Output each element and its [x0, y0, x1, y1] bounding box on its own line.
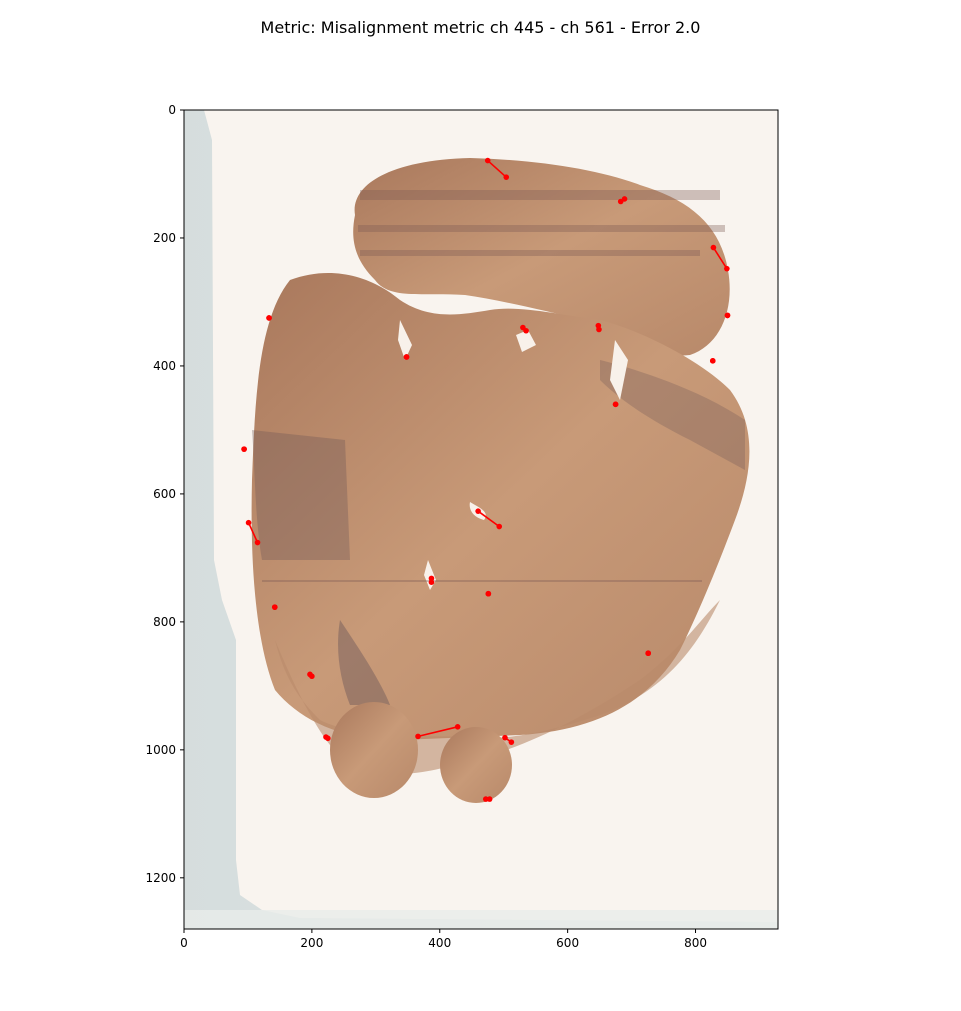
tissue-image	[184, 110, 778, 929]
x-tick-label: 0	[180, 936, 188, 950]
misalignment-pair	[645, 650, 652, 657]
ventricle-3	[610, 340, 628, 400]
misalignment-pair	[415, 724, 461, 740]
misalignment-point-start	[482, 796, 489, 802]
misalignment-point-end	[271, 604, 278, 610]
misalignment-point-end	[428, 579, 435, 586]
misalignment-segment	[487, 159, 507, 178]
olfactory-bulb-right	[440, 727, 512, 803]
y-tick-label: 200	[153, 231, 176, 245]
misalignment-pair	[484, 157, 510, 180]
misalignment-point-start	[502, 734, 508, 741]
y-tick-label: 600	[153, 487, 176, 501]
misalignment-point-end	[621, 196, 628, 202]
brain-hemispheres	[251, 272, 750, 740]
misalignment-pair	[710, 244, 730, 272]
dark-region-left	[252, 430, 350, 560]
misalignment-pair	[520, 324, 529, 334]
misalignment-pair	[502, 734, 515, 745]
misalignment-point-start	[245, 519, 252, 526]
misalignment-point-end	[645, 650, 652, 657]
misalignment-point-end	[709, 358, 716, 364]
misalignment-pair	[245, 519, 261, 546]
misalignment-pair	[617, 196, 628, 205]
dark-region-right	[600, 360, 745, 470]
misalignment-segment	[712, 247, 728, 270]
x-tick-label: 800	[684, 936, 707, 950]
misalignment-point-start	[428, 575, 435, 582]
axes-frame	[183, 109, 779, 930]
misalignment-point-end	[454, 724, 461, 730]
misalignment-point-end	[724, 312, 731, 319]
misalignment-pair	[709, 358, 716, 364]
misalignment-point-end	[325, 735, 331, 742]
cerebellum	[353, 158, 730, 356]
misalignment-segment	[477, 510, 500, 528]
slide-bottom-strip	[184, 910, 778, 929]
y-tick-label: 1000	[145, 743, 176, 757]
misalignment-point-end	[254, 539, 261, 546]
misalignment-pair	[724, 312, 731, 319]
misalignment-pair	[475, 508, 503, 530]
ventricle-2	[516, 330, 536, 352]
misalignment-pair	[403, 354, 410, 360]
y-tick-label: 0	[168, 103, 176, 117]
misalignment-point-end	[724, 265, 730, 272]
cerebellum-bands	[358, 190, 725, 256]
misalignment-point-start	[415, 733, 421, 740]
misalignment-pair	[595, 322, 602, 333]
misalignment-pair	[482, 796, 493, 802]
y-axis: 0 200 400 600 800 1000 1200	[145, 103, 184, 885]
misalignment-pair	[266, 315, 272, 321]
misalignment-pair	[271, 604, 278, 610]
misalignment-point-end	[485, 590, 492, 597]
y-tick-label: 400	[153, 359, 176, 373]
misalignment-pair	[241, 446, 247, 452]
dark-speckle-region	[338, 620, 390, 705]
misalignment-pair	[485, 590, 492, 597]
misalignment-markers	[241, 157, 731, 802]
misalignment-point-end	[596, 326, 602, 333]
misalignment-point-start	[484, 157, 491, 164]
misalignment-point-end	[523, 327, 529, 334]
misalignment-point-end	[503, 174, 510, 180]
misalignment-segment	[247, 522, 259, 543]
misalignment-point-end	[241, 446, 247, 452]
misalignment-pair	[307, 671, 315, 680]
misalignment-pair	[612, 401, 619, 408]
misalignment-point-end	[266, 315, 272, 321]
y-tick-label: 800	[153, 615, 176, 629]
misalignment-point-end	[496, 523, 503, 530]
misalignment-point-start	[475, 508, 481, 514]
misalignment-point-end	[403, 354, 410, 360]
x-tick-label: 600	[556, 936, 579, 950]
misalignment-pair	[323, 734, 331, 742]
misalignment-point-end	[612, 401, 619, 408]
misalignment-point-end	[508, 739, 515, 745]
olfactory-bulb-left	[330, 702, 418, 798]
x-axis: 0 200 400 600 800	[180, 929, 707, 950]
y-tick-label: 1200	[145, 871, 176, 885]
x-tick-label: 400	[428, 936, 451, 950]
x-tick-label: 200	[300, 936, 323, 950]
chart-title: Metric: Misalignment metric ch 445 - ch …	[260, 18, 701, 37]
misalignment-segment	[417, 726, 458, 738]
misalignment-point-end	[309, 673, 315, 680]
scan-artefact-line	[262, 580, 702, 582]
misalignment-point-start	[710, 244, 717, 251]
misalignment-point-end	[486, 796, 493, 802]
ventricle-1	[398, 320, 412, 360]
misalignment-pair	[428, 575, 435, 586]
